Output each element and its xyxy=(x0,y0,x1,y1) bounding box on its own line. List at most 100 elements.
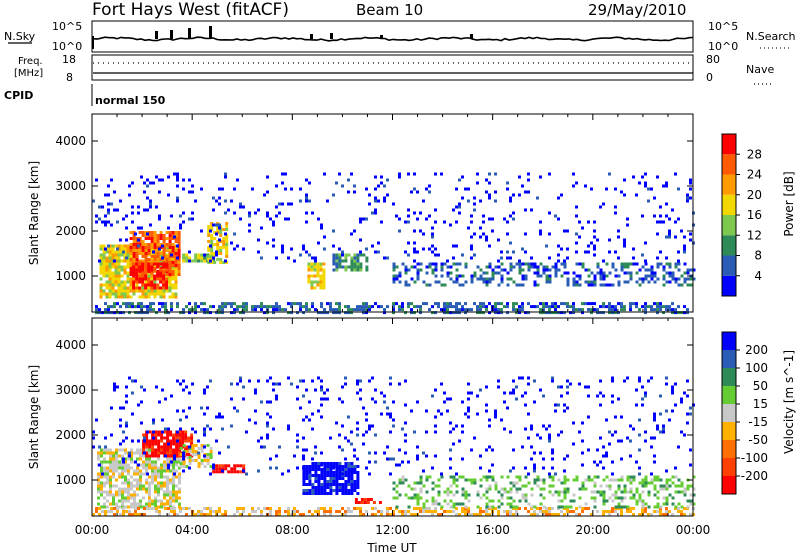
data-cell xyxy=(151,439,155,443)
data-cell xyxy=(347,468,351,471)
data-cell xyxy=(341,483,345,486)
data-cell xyxy=(512,391,515,395)
data-cell xyxy=(362,433,365,437)
data-cell xyxy=(181,439,185,443)
data-cell xyxy=(506,475,510,479)
data-cell xyxy=(173,513,176,516)
data-cell xyxy=(359,513,362,516)
data-cell xyxy=(131,220,134,224)
data-cell xyxy=(146,311,149,315)
data-cell xyxy=(464,493,468,497)
data-cell xyxy=(422,510,425,513)
data-cell xyxy=(310,280,314,284)
data-cell xyxy=(422,484,426,488)
data-cell xyxy=(689,181,692,185)
data-cell xyxy=(200,459,204,462)
data-cell xyxy=(206,513,209,516)
data-cell xyxy=(617,487,621,491)
data-cell xyxy=(119,406,122,410)
data-cell xyxy=(219,261,223,264)
data-cell xyxy=(129,252,133,255)
data-cell xyxy=(117,280,121,284)
data-cell xyxy=(137,226,140,230)
data-cell xyxy=(383,199,386,203)
data-cell xyxy=(644,394,647,398)
data-cell xyxy=(224,259,227,263)
colorbar-swatch xyxy=(722,332,736,350)
data-cell xyxy=(185,465,189,468)
data-cell xyxy=(683,513,686,516)
data-cell xyxy=(557,217,560,221)
data-cell xyxy=(380,391,383,395)
data-cell xyxy=(317,462,321,465)
data-cell xyxy=(154,451,158,455)
data-cell xyxy=(158,217,161,221)
data-cell xyxy=(170,308,173,312)
data-cell xyxy=(419,262,423,266)
data-cell xyxy=(158,247,161,251)
data-cell xyxy=(230,302,233,306)
data-cell xyxy=(668,235,671,239)
data-cell xyxy=(135,268,139,272)
data-cell xyxy=(329,465,333,468)
colorbar-tick-label: -200 xyxy=(741,469,768,483)
data-cell xyxy=(374,250,377,254)
data-cell xyxy=(130,466,133,470)
data-cell xyxy=(443,311,446,315)
data-cell xyxy=(254,308,257,312)
data-cell xyxy=(130,481,133,485)
data-cell xyxy=(461,424,464,428)
data-cell xyxy=(313,262,317,266)
data-cell xyxy=(479,268,483,272)
data-cell xyxy=(145,502,148,506)
data-cell xyxy=(120,244,124,248)
data-cell xyxy=(413,493,417,497)
data-cell xyxy=(683,280,687,284)
data-cell xyxy=(179,507,182,510)
data-cell xyxy=(455,502,459,506)
data-cell xyxy=(313,286,317,290)
data-cell xyxy=(152,250,155,254)
data-cell xyxy=(120,247,124,251)
data-cell xyxy=(111,250,115,254)
data-cell xyxy=(302,513,305,516)
data-cell xyxy=(168,234,172,237)
data-cell xyxy=(374,433,377,437)
data-cell xyxy=(123,244,127,248)
data-cell xyxy=(551,484,555,488)
data-cell xyxy=(407,302,410,306)
data-cell xyxy=(650,513,653,516)
data-cell xyxy=(572,280,576,284)
data-cell xyxy=(127,466,130,470)
data-cell xyxy=(147,262,151,266)
data-cell xyxy=(168,240,172,243)
data-cell xyxy=(109,466,112,470)
data-cell xyxy=(554,311,557,315)
data-cell xyxy=(115,478,118,482)
data-cell xyxy=(131,412,134,416)
nsearch-tick-low: 10^0 xyxy=(708,40,738,53)
data-cell xyxy=(404,421,407,425)
data-cell xyxy=(335,308,338,312)
data-cell xyxy=(213,231,217,234)
data-cell xyxy=(404,265,408,269)
data-cell xyxy=(488,487,492,491)
data-cell xyxy=(470,481,474,485)
data-cell xyxy=(212,208,215,212)
data-cell xyxy=(353,308,356,312)
data-cell xyxy=(488,280,492,284)
data-cell xyxy=(587,478,591,482)
data-cell xyxy=(551,379,554,383)
nsky-spike xyxy=(188,28,191,39)
data-cell xyxy=(124,475,127,479)
data-cell xyxy=(479,305,482,309)
data-cell xyxy=(686,487,690,491)
data-cell xyxy=(545,265,549,269)
data-cell xyxy=(182,507,185,510)
data-cell xyxy=(216,228,220,231)
data-cell xyxy=(278,382,281,386)
data-cell xyxy=(213,237,217,240)
data-cell xyxy=(177,252,181,255)
data-cell xyxy=(341,489,345,492)
data-cell xyxy=(311,489,315,492)
